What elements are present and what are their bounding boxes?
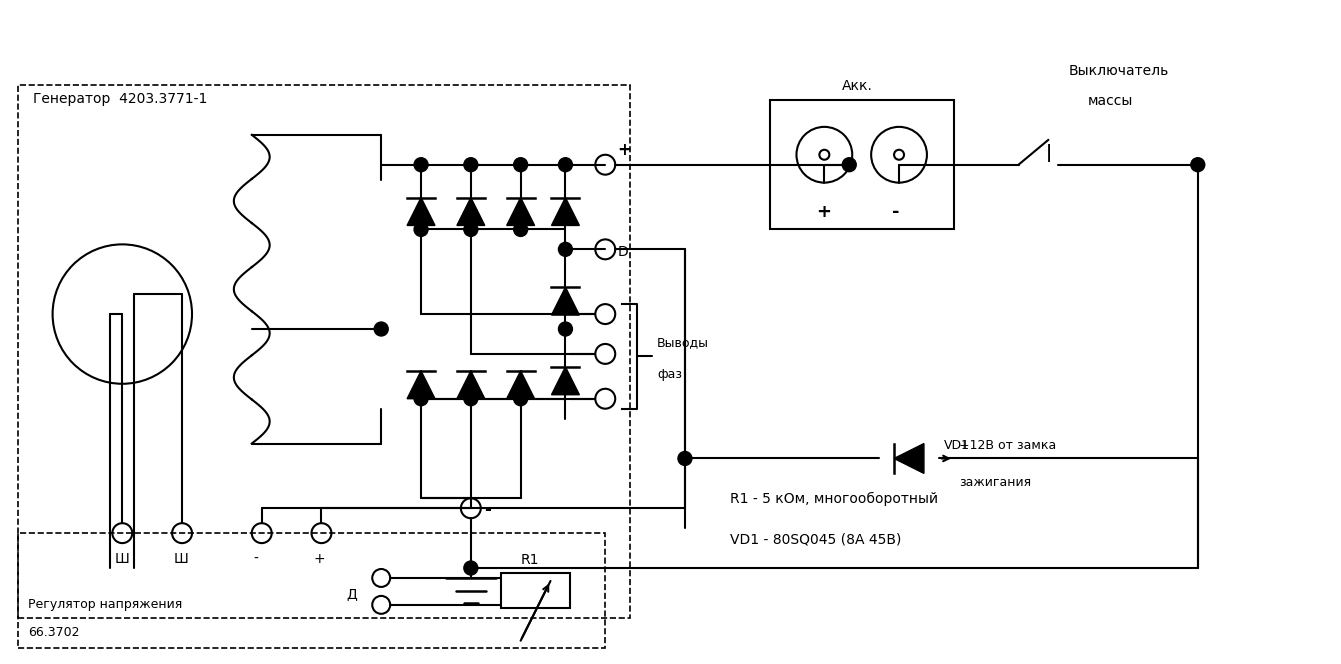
Text: 66.3702: 66.3702 (28, 625, 79, 639)
Circle shape (842, 158, 856, 172)
Circle shape (464, 222, 477, 236)
Polygon shape (507, 371, 535, 398)
Text: R1 - 5 кОм, многооборотный: R1 - 5 кОм, многооборотный (730, 492, 937, 506)
Bar (770, 100, 953, 230)
Text: Выключатель: Выключатель (1069, 64, 1168, 78)
Text: Генератор  4203.3771-1: Генератор 4203.3771-1 (32, 92, 207, 106)
Polygon shape (894, 444, 924, 473)
Bar (500, 574, 570, 608)
Circle shape (514, 158, 527, 172)
Circle shape (464, 158, 477, 172)
Text: +12В от замка: +12В от замка (959, 438, 1057, 452)
Bar (17, 533, 605, 647)
Text: +: + (617, 141, 632, 159)
Text: Выводы: Выводы (657, 337, 709, 349)
Circle shape (414, 392, 428, 406)
Text: зажигания: зажигания (959, 476, 1031, 489)
Text: VD1 - 80SQ045 (8А 45В): VD1 - 80SQ045 (8А 45В) (730, 532, 901, 546)
Text: |: | (1046, 143, 1051, 162)
Text: -: - (484, 501, 491, 519)
Polygon shape (551, 198, 579, 226)
Circle shape (414, 158, 428, 172)
Text: R1: R1 (520, 553, 539, 567)
Circle shape (464, 561, 477, 575)
Text: Ш: Ш (114, 552, 129, 566)
Text: +: + (817, 203, 831, 222)
Circle shape (679, 452, 692, 465)
Text: массы: массы (1089, 94, 1133, 108)
Polygon shape (551, 288, 579, 315)
Circle shape (464, 392, 477, 406)
Polygon shape (408, 371, 434, 398)
Polygon shape (507, 198, 535, 226)
Circle shape (558, 158, 573, 172)
Circle shape (414, 222, 428, 236)
Text: Акк.: Акк. (842, 79, 873, 93)
Text: -: - (253, 552, 259, 566)
Text: Регулятор напряжения: Регулятор напряжения (28, 598, 182, 611)
Circle shape (514, 222, 527, 236)
Text: фаз: фаз (657, 369, 683, 381)
Polygon shape (408, 198, 434, 226)
Text: -: - (892, 203, 900, 222)
Text: Д: Д (346, 588, 357, 602)
Polygon shape (457, 198, 485, 226)
Polygon shape (457, 371, 485, 398)
Text: D: D (617, 245, 628, 260)
Text: Ш: Ш (174, 552, 189, 566)
Text: +: + (314, 552, 325, 566)
Polygon shape (551, 367, 579, 394)
Circle shape (1191, 158, 1204, 172)
Circle shape (374, 322, 388, 336)
Text: VD1: VD1 (944, 438, 970, 452)
Circle shape (558, 322, 573, 336)
Bar (17, 85, 630, 618)
Circle shape (558, 242, 573, 256)
Circle shape (514, 392, 527, 406)
